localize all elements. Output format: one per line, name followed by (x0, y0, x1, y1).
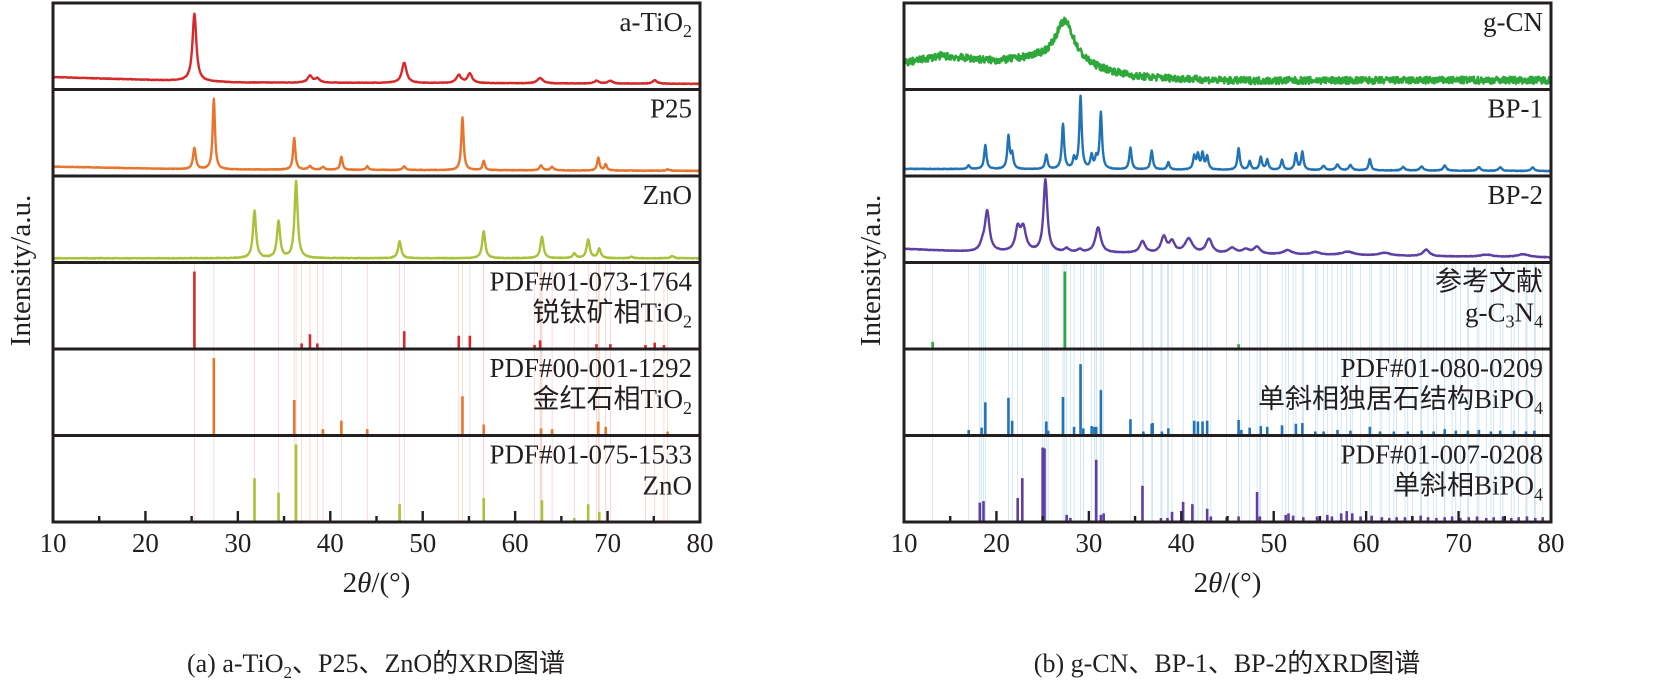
panel-label: g-C3N4 (1465, 298, 1543, 332)
x-tick-label: 30 (224, 528, 251, 558)
x-axis-label: 2θ/(°) (343, 567, 411, 599)
panel-label: PDF#01-073-1764 (489, 267, 692, 297)
x-axis-label: 2θ/(°) (1194, 567, 1262, 599)
subpanel-3: BP-2 (903, 178, 1552, 259)
chart-b: g-CNBP-1BP-2参考文献g-C3N4PDF#01-080-0209单斜相… (855, 1, 1565, 678)
panel-label: g-CN (1483, 7, 1543, 37)
panel-label: ZnO (643, 471, 693, 501)
series-line (902, 16, 1553, 86)
subpanel-2: BP-1 (903, 94, 1552, 173)
panel-label: BP-1 (1487, 94, 1543, 124)
panel-label: PDF#01-007-0208 (1340, 440, 1543, 470)
x-tick-label: 50 (1260, 528, 1287, 558)
panel-label: 参考文献 (1435, 267, 1543, 297)
panel-label: PDF#01-080-0209 (1340, 353, 1543, 383)
reference-lines (932, 262, 1544, 522)
panel-label: 单斜相独居石结构BiPO4 (1258, 384, 1543, 418)
series-line (903, 94, 1552, 173)
x-tick-label: 80 (687, 528, 714, 558)
x-tick-label: 50 (409, 528, 436, 558)
x-tick-label: 70 (594, 528, 621, 558)
panel-label: ZnO (643, 180, 693, 210)
x-tick-label: 20 (983, 528, 1010, 558)
series-line (52, 179, 701, 260)
figure-caption: (a) a-TiO2、P25、ZnO的XRD图谱 (187, 649, 565, 682)
subpanel-2: P25 (52, 94, 701, 173)
y-axis-label: Intensity/a.u. (855, 195, 887, 346)
panel-label: 锐钛矿相TiO2 (532, 298, 692, 332)
series-line (903, 178, 1552, 259)
panel-label: BP-2 (1487, 180, 1543, 210)
subpanel-1: g-CN (902, 7, 1553, 86)
x-tick-label: 40 (1168, 528, 1195, 558)
x-tick-label: 80 (1538, 528, 1565, 558)
series-line (52, 97, 701, 173)
panel-label: 单斜相BiPO4 (1393, 471, 1543, 505)
x-tick-label: 30 (1075, 528, 1102, 558)
panel-label: 金红石相TiO2 (532, 384, 692, 418)
x-tick-label: 60 (502, 528, 529, 558)
chart-a: a-TiO2P25ZnOPDF#01-073-1764锐钛矿相TiO2PDF#0… (5, 1, 714, 682)
subpanel-1: a-TiO2 (52, 7, 701, 86)
y-axis-label: Intensity/a.u. (5, 195, 37, 346)
x-tick-label: 10 (40, 528, 67, 558)
x-tick-label: 60 (1353, 528, 1380, 558)
panel-label: PDF#00-001-1292 (489, 353, 692, 383)
x-tick-label: 40 (317, 528, 344, 558)
panel-label: PDF#01-075-1533 (489, 440, 692, 470)
x-tick-label: 70 (1445, 528, 1472, 558)
subpanel-3: ZnO (52, 179, 701, 260)
figure-caption: (b) g-CN、BP-1、BP-2的XRD图谱 (1034, 649, 1420, 678)
panel-label: a-TiO2 (619, 7, 692, 41)
series-line (52, 12, 701, 86)
x-tick-label: 20 (132, 528, 159, 558)
panel-label: P25 (650, 94, 692, 124)
x-tick-label: 10 (891, 528, 918, 558)
